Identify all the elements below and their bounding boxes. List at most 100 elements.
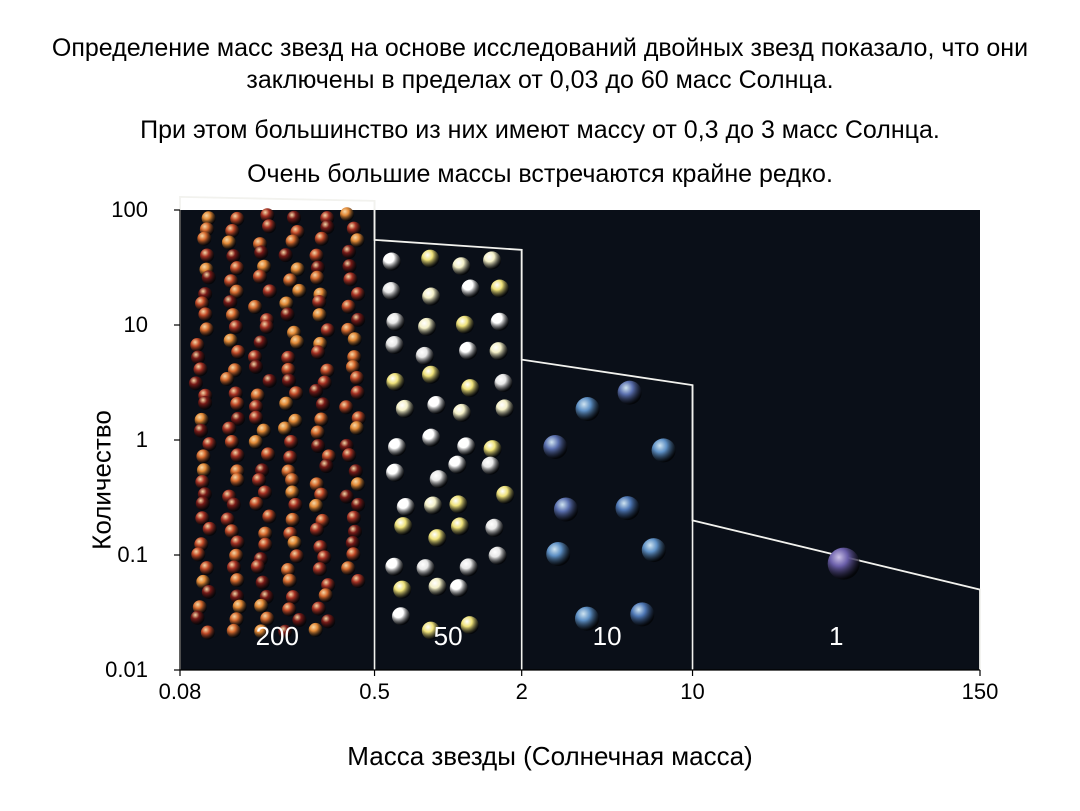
star-dot — [630, 602, 654, 626]
star-dot — [283, 450, 297, 464]
x-axis-label: Масса звезды (Солнечная масса) — [120, 741, 980, 772]
star-dot — [290, 335, 304, 349]
star-dot — [190, 611, 204, 625]
star-dot — [226, 249, 240, 263]
star-dot — [196, 496, 210, 510]
x-tick-label: 2 — [516, 679, 528, 705]
star-dot — [430, 470, 448, 488]
star-dot — [485, 519, 503, 537]
bin-count-label: 200 — [256, 621, 299, 652]
star-dot — [350, 421, 364, 435]
star-dot — [310, 249, 324, 263]
y-tick-label: 1 — [136, 427, 148, 453]
star-dot — [197, 232, 211, 246]
star-dot — [249, 411, 263, 425]
star-dot — [194, 362, 208, 376]
y-tick-label: 0.1 — [117, 542, 148, 568]
star-dot — [494, 374, 512, 392]
star-dot — [287, 211, 301, 225]
description-line-1: Определение масс звезд на основе исследо… — [0, 32, 1080, 96]
star-dot — [252, 473, 266, 487]
star-dot — [418, 318, 436, 336]
star-dot — [339, 400, 353, 414]
star-dot — [452, 257, 470, 275]
star-dot — [457, 437, 475, 455]
star-dot — [481, 457, 499, 475]
star-dot — [314, 413, 328, 427]
star-dot — [231, 345, 245, 359]
star-dot — [350, 233, 364, 247]
star-dot — [496, 399, 514, 417]
star-dot — [263, 374, 277, 388]
star-dot — [312, 602, 326, 616]
chart-svg — [180, 210, 980, 670]
star-dot — [202, 270, 216, 284]
star-dot — [290, 549, 304, 563]
star-dot — [394, 517, 412, 535]
x-tick-label: 0.5 — [359, 679, 390, 705]
bin-count-label: 1 — [829, 621, 843, 652]
star-dot — [254, 599, 268, 613]
star-dot — [421, 250, 439, 268]
star-dot — [449, 495, 467, 513]
star-dot — [195, 475, 209, 489]
star-dot — [227, 560, 241, 574]
star-dot — [288, 498, 302, 512]
star-dot — [383, 253, 401, 271]
plot-background — [180, 210, 980, 670]
star-dot — [285, 486, 299, 500]
star-dot — [230, 535, 244, 549]
star-dot — [194, 424, 208, 438]
star-dot — [489, 547, 507, 565]
star-dot — [652, 438, 676, 462]
star-dot — [289, 386, 303, 400]
star-dot — [222, 236, 236, 250]
star-dot — [281, 351, 295, 365]
star-dot — [230, 397, 244, 411]
star-dot — [203, 522, 217, 536]
star-dot — [311, 439, 325, 453]
y-axis-label: Количество — [86, 410, 117, 550]
star-dot — [230, 261, 244, 275]
star-dot — [554, 497, 578, 521]
star-dot — [386, 313, 404, 331]
star-dot — [616, 496, 640, 520]
chart-container: Количество 200501010.010.11101000.080.52… — [120, 200, 980, 760]
star-dot — [351, 313, 365, 327]
star-dot — [386, 373, 404, 391]
star-dot — [282, 374, 296, 388]
star-dot — [220, 372, 234, 386]
star-dot — [316, 397, 330, 411]
star-dot — [417, 559, 435, 577]
star-dot — [257, 424, 271, 438]
star-dot — [225, 435, 239, 449]
star-dot — [197, 463, 211, 477]
star-dot — [342, 448, 356, 462]
star-dot — [224, 334, 238, 348]
star-dot — [311, 345, 325, 359]
bin-count-label: 50 — [434, 621, 463, 652]
star-dot — [262, 510, 276, 524]
star-dot — [386, 336, 404, 354]
star-dot — [191, 350, 205, 364]
x-tick-label: 150 — [962, 679, 999, 705]
star-dot — [618, 381, 642, 405]
star-dot — [484, 440, 502, 458]
star-dot — [448, 456, 466, 474]
star-dot — [233, 600, 247, 614]
star-dot — [229, 549, 243, 563]
star-dot — [483, 251, 501, 269]
star-dot — [249, 435, 263, 449]
star-dot — [341, 561, 355, 575]
star-dot — [189, 376, 203, 390]
star-dot — [576, 397, 600, 421]
star-dot — [229, 320, 243, 334]
star-dot — [491, 280, 509, 298]
star-dot — [453, 404, 471, 422]
star-dot — [278, 421, 292, 435]
star-dot — [392, 607, 410, 625]
star-dot — [459, 342, 477, 360]
star-dot — [351, 498, 365, 512]
y-tick-label: 100 — [111, 197, 148, 223]
star-dot — [202, 437, 216, 451]
